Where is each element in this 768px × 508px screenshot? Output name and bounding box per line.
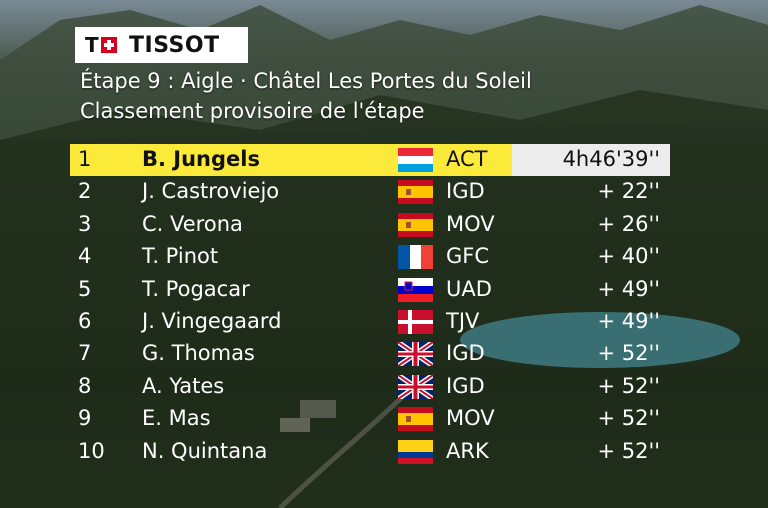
standings-row: 4 T. Pinot GFC + 40''	[0, 241, 768, 273]
leader-highlight-bar	[70, 144, 512, 176]
team-code: UAD	[446, 276, 492, 301]
standings-row: 10 N. Quintana ARK + 52''	[0, 436, 768, 468]
team-code: IGD	[446, 373, 485, 398]
team-code: IGD	[446, 341, 485, 366]
team-code: IGD	[446, 179, 485, 204]
france-flag	[398, 245, 433, 270]
rider-time: + 22''	[597, 179, 660, 204]
denmark-flag	[398, 310, 433, 334]
team-code: ARK	[446, 438, 489, 463]
standings-row: 2 J. Castroviejo IGD + 22''	[0, 176, 768, 208]
rider-time: + 52''	[597, 406, 660, 431]
rider-rank: 6	[78, 309, 92, 333]
rider-name: T. Pinot	[142, 244, 219, 269]
tissot-t-cross-icon: T	[85, 34, 125, 56]
stage-header: Étape 9 : Aigle · Châtel Les Portes du S…	[80, 66, 532, 126]
rider-name: T. Pogacar	[142, 276, 250, 301]
tissot-logo: T TISSOT	[75, 27, 248, 63]
rider-rank: 8	[78, 373, 92, 398]
team-code: GFC	[446, 244, 490, 269]
team-code: TJV	[446, 309, 480, 333]
standings-row: 5 T. Pogacar UAD + 49''	[0, 274, 768, 306]
rider-name: C. Verona	[142, 211, 243, 236]
rider-rank: 4	[78, 244, 92, 269]
luxembourg-flag	[398, 148, 433, 172]
rider-rank: 9	[78, 406, 92, 431]
classification-subtitle: Classement provisoire de l'étape	[80, 99, 425, 123]
rider-rank: 1	[78, 147, 92, 171]
rider-name: N. Quintana	[142, 438, 268, 463]
leader-time-box	[512, 144, 670, 176]
team-code: MOV	[446, 211, 495, 236]
rider-time: + 52''	[597, 373, 660, 398]
spain-flag	[398, 212, 433, 237]
rider-name: B. Jungels	[142, 147, 260, 171]
team-code: MOV	[446, 406, 495, 431]
rider-rank: 3	[78, 211, 92, 236]
uk-flag	[398, 374, 433, 399]
standings-row: 9 E. Mas MOV + 52''	[0, 403, 768, 435]
rider-time: 4h46'39''	[562, 147, 660, 171]
standings-row: 8 A. Yates IGD + 52''	[0, 371, 768, 403]
colombia-flag	[398, 439, 433, 464]
logo-text: TISSOT	[129, 32, 220, 58]
rider-rank: 7	[78, 341, 92, 366]
rider-time: + 52''	[597, 438, 660, 463]
leader-row: 1 B. Jungels ACT 4h46'39''	[0, 144, 768, 176]
standings-row: 7 G. Thomas IGD + 52''	[0, 338, 768, 370]
rider-time: + 52''	[597, 341, 660, 366]
uk-flag	[398, 342, 433, 367]
spain-flag	[398, 407, 433, 432]
team-code: ACT	[446, 147, 488, 171]
stage-title: Étape 9 : Aigle · Châtel Les Portes du S…	[80, 69, 532, 93]
rider-time: + 49''	[597, 309, 660, 333]
rider-name: J. Castroviejo	[142, 179, 280, 204]
rider-name: J. Vingegaard	[142, 309, 282, 333]
rider-time: + 40''	[597, 244, 660, 269]
rider-name: G. Thomas	[142, 341, 255, 366]
rider-rank: 10	[78, 438, 105, 463]
rider-time: + 26''	[597, 211, 660, 236]
standings-row: 6 J. Vingegaard TJV + 49''	[0, 306, 768, 338]
rider-name: A. Yates	[142, 373, 225, 398]
rider-name: E. Mas	[142, 406, 211, 431]
rider-time: + 49''	[597, 276, 660, 301]
rider-rank: 2	[78, 179, 92, 204]
rider-rank: 5	[78, 276, 92, 301]
spain-flag	[398, 180, 433, 205]
standings-row: 3 C. Verona MOV + 26''	[0, 209, 768, 241]
slovenia-flag	[398, 277, 433, 302]
